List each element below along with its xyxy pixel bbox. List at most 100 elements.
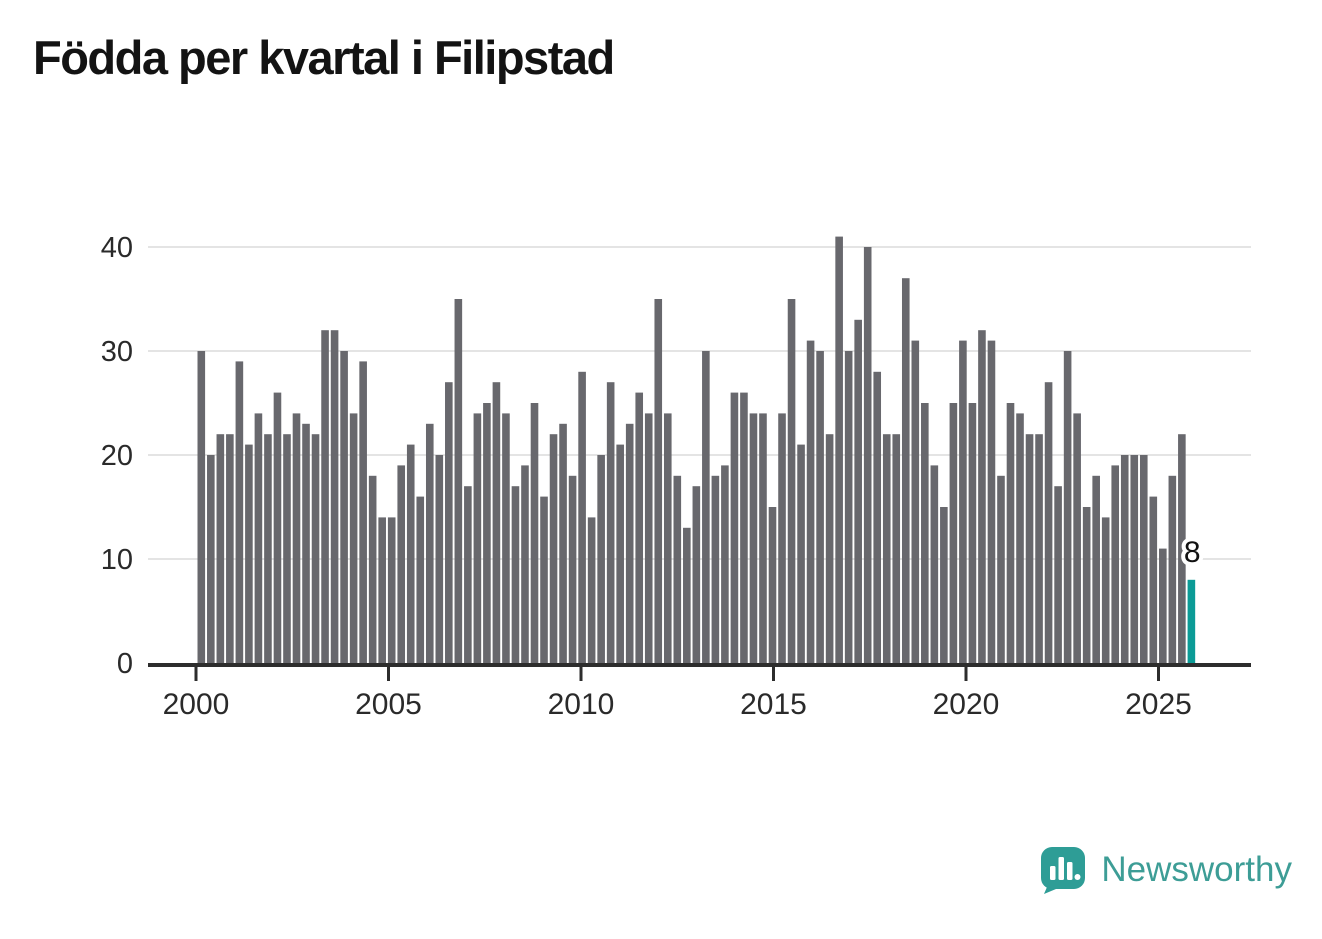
bar [1139, 455, 1148, 663]
bar [816, 351, 824, 663]
bar [1035, 434, 1043, 663]
bar [778, 413, 786, 663]
bar [578, 371, 586, 663]
bar [911, 340, 920, 663]
bar [1130, 455, 1139, 663]
bar [587, 517, 596, 663]
bar [844, 351, 853, 663]
bar [321, 330, 329, 663]
bar [425, 423, 434, 663]
bar [330, 330, 339, 663]
bar [302, 423, 310, 663]
bar [730, 392, 739, 663]
bar [502, 413, 510, 663]
bar [521, 465, 529, 663]
bar [768, 507, 777, 663]
bar [549, 434, 558, 663]
bar [959, 340, 967, 663]
bar [378, 517, 386, 663]
y-tick-label: 10 [101, 544, 133, 576]
bar [387, 517, 396, 663]
y-tick-label: 40 [101, 232, 133, 264]
bar [644, 413, 653, 663]
bar [292, 413, 301, 663]
bar [1054, 486, 1062, 663]
bar [1016, 413, 1024, 663]
y-tick-labels: 0 10 20 30 40 [101, 232, 133, 680]
bar [683, 527, 691, 663]
x-tick-label: 2015 [740, 688, 807, 721]
bar [216, 434, 225, 663]
bar [949, 403, 958, 663]
bar [530, 403, 539, 663]
bar [473, 413, 482, 663]
bar [264, 434, 272, 663]
x-tick-label: 2020 [933, 688, 1000, 721]
bar [245, 444, 253, 663]
page-title: Födda per kvartal i Filipstad [33, 31, 615, 84]
bar [635, 392, 644, 663]
bar [283, 434, 291, 663]
bar [349, 413, 358, 663]
bar [340, 351, 348, 663]
bar [273, 392, 282, 663]
x-tick-label: 2005 [355, 688, 422, 721]
bar [1006, 403, 1015, 663]
bar [901, 278, 910, 663]
x-tick [1157, 667, 1160, 681]
bar [492, 382, 501, 663]
bar [692, 486, 701, 663]
bar [1168, 475, 1177, 663]
x-tick-label: 2000 [163, 688, 230, 721]
bar [854, 319, 862, 663]
bar [997, 475, 1005, 663]
bar [987, 340, 996, 663]
x-tick-label: 2010 [548, 688, 615, 721]
bar [1025, 434, 1034, 663]
bar [254, 413, 263, 663]
newsworthy-logo-text: Newsworthy [1101, 850, 1292, 889]
bar [1120, 455, 1129, 663]
x-tick [579, 667, 583, 681]
bar [835, 236, 843, 663]
y-tick-label: 0 [117, 648, 133, 680]
y-tick-label: 30 [101, 336, 133, 368]
bars [197, 236, 1196, 663]
bar [616, 444, 624, 663]
bar [740, 392, 748, 663]
bar [445, 382, 453, 663]
bar [711, 475, 720, 663]
y-tick-label: 20 [101, 440, 133, 472]
bar [464, 486, 472, 663]
bar [825, 434, 834, 663]
bar [540, 496, 548, 663]
bar [673, 475, 682, 663]
bar [940, 507, 948, 663]
bar [892, 434, 901, 663]
bar [368, 475, 377, 663]
bar [1082, 507, 1091, 663]
bar [235, 361, 244, 663]
x-tick [772, 667, 775, 681]
bar [511, 486, 520, 663]
bar [806, 340, 815, 663]
x-axis-line [148, 663, 1251, 667]
bar [406, 444, 415, 663]
bar [921, 403, 929, 663]
x-tick [194, 667, 198, 681]
bar [559, 423, 567, 663]
bar [759, 413, 767, 663]
bar [397, 465, 406, 663]
bar [568, 475, 577, 663]
bar [1063, 351, 1072, 663]
bar [606, 382, 615, 663]
bar [1101, 517, 1110, 663]
bar [226, 434, 234, 663]
bar [797, 444, 805, 663]
bar [930, 465, 939, 663]
newsworthy-logo-icon [1041, 847, 1086, 894]
bar [978, 330, 986, 663]
bar [359, 361, 367, 663]
